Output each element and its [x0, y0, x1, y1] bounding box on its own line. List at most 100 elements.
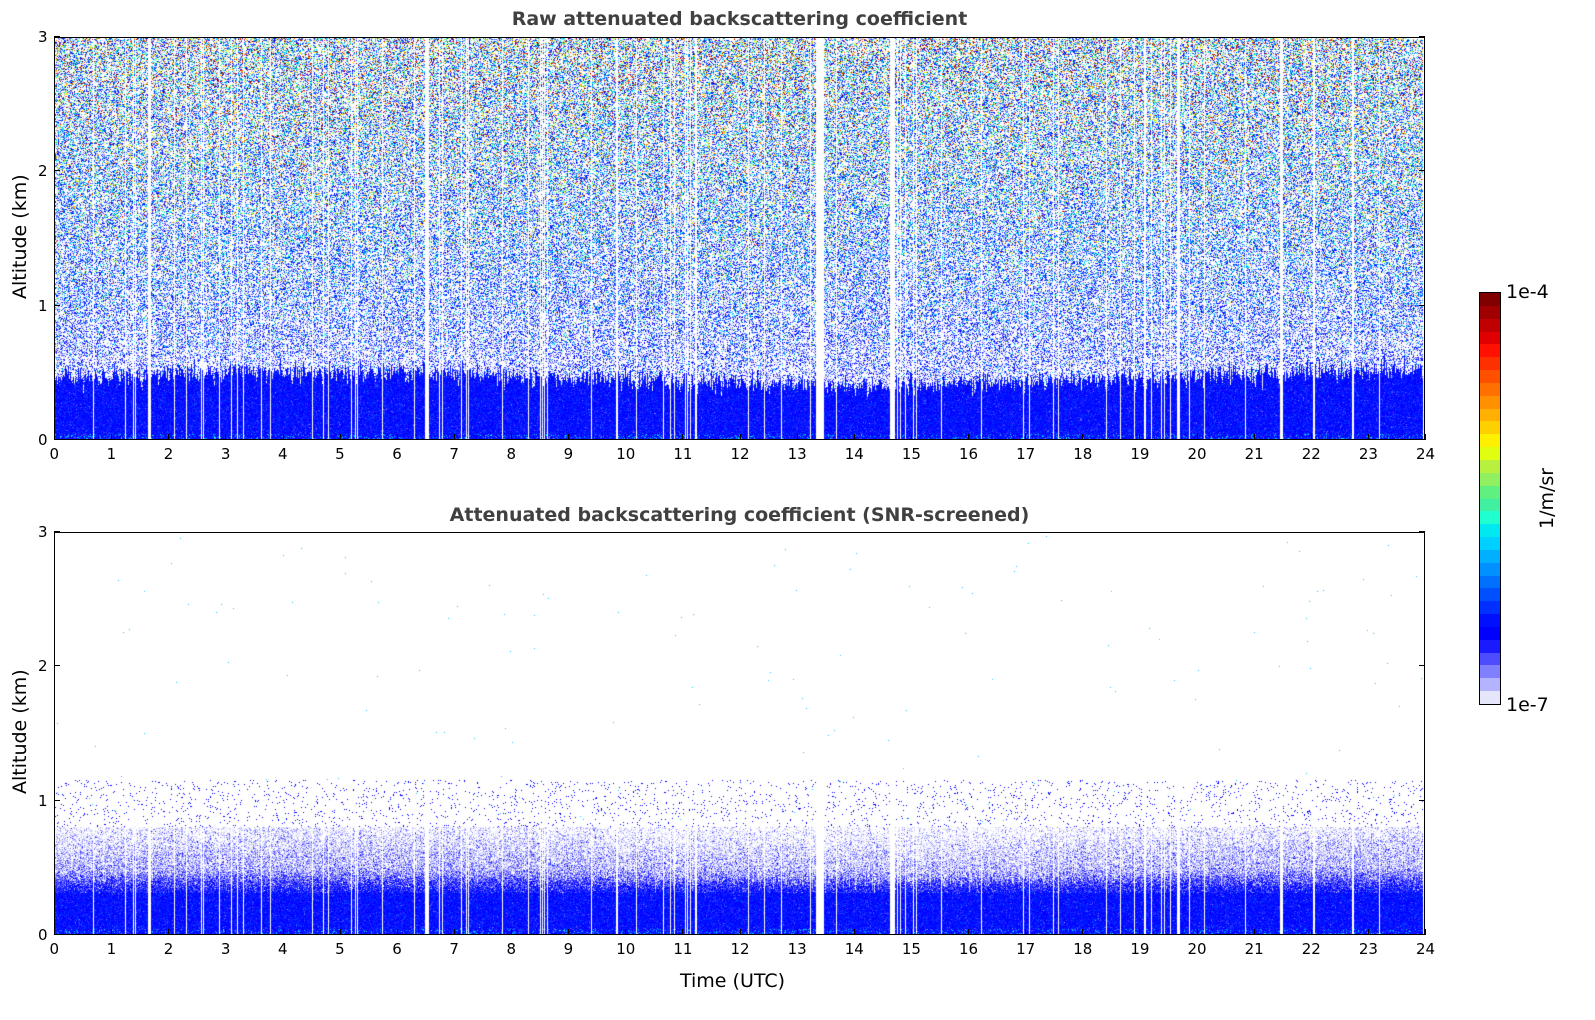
y-tick — [1419, 799, 1425, 801]
x-tick — [1310, 929, 1312, 935]
x-tick — [168, 434, 170, 440]
x-tick-label: 15 — [901, 445, 921, 463]
x-tick — [1425, 434, 1426, 440]
colorbar-unit-label: 1/m/sr — [1536, 467, 1558, 529]
colorbar-bin — [1480, 537, 1500, 550]
x-tick — [796, 434, 798, 440]
y-tick — [1419, 531, 1425, 532]
x-tick-label: 22 — [1301, 940, 1321, 958]
x-tick-label: 12 — [730, 445, 750, 463]
x-tick — [54, 434, 55, 440]
colorbar-bin — [1480, 639, 1500, 653]
x-tick-label: 0 — [49, 445, 60, 463]
y-tick — [1419, 304, 1425, 306]
x-tick — [396, 929, 398, 935]
x-tick-label: 9 — [563, 940, 574, 958]
y-tick — [1419, 934, 1425, 935]
x-tick — [225, 434, 227, 440]
bottom-chart-title: Attenuated backscattering coefficient (S… — [449, 504, 1030, 526]
x-tick — [111, 434, 113, 440]
x-tick-label: 4 — [278, 940, 288, 958]
x-tick — [1367, 434, 1369, 440]
colorbar-bin — [1480, 447, 1500, 460]
y-tick-label: 2 — [38, 162, 48, 181]
x-tick-label: 11 — [673, 940, 693, 958]
x-tick — [739, 929, 741, 935]
x-tick — [453, 929, 455, 935]
x-tick-label: 21 — [1244, 445, 1264, 463]
x-tick-label: 6 — [392, 940, 402, 958]
x-tick-label: 16 — [959, 445, 979, 463]
colorbar-min-label: 1e-7 — [1506, 694, 1549, 716]
colorbar-max-label: 1e-4 — [1506, 281, 1549, 303]
colorbar-bin — [1480, 678, 1500, 692]
x-tick — [968, 929, 969, 935]
x-tick-label: 2 — [163, 940, 174, 958]
y-tick-label: 3 — [38, 523, 48, 541]
colorbar-bin — [1480, 588, 1500, 602]
colorbar-bin — [1480, 691, 1500, 704]
x-tick — [1310, 434, 1312, 440]
x-tick — [282, 929, 284, 935]
x-tick-label: 21 — [1244, 940, 1264, 958]
x-tick-label: 5 — [335, 445, 345, 463]
x-tick — [1253, 434, 1255, 440]
x-tick — [853, 929, 855, 935]
x-tick-label: 3 — [220, 940, 231, 958]
colorbar-bin — [1480, 665, 1500, 679]
x-tick — [910, 434, 912, 440]
heatmap-cells — [55, 533, 1424, 934]
x-tick — [1139, 929, 1141, 935]
x-tick-label: 20 — [1187, 445, 1207, 463]
x-tick-label: 15 — [901, 940, 921, 958]
x-tick — [568, 929, 570, 935]
x-tick-label: 24 — [1416, 445, 1436, 463]
x-tick — [1253, 929, 1255, 935]
colorbar-bin — [1480, 498, 1500, 512]
x-tick-label: 13 — [787, 940, 807, 958]
x-tick-label: 10 — [616, 445, 636, 463]
x-tick — [796, 929, 798, 935]
colorbar-bin — [1480, 305, 1500, 319]
x-tick — [453, 434, 455, 440]
y-tick — [1419, 439, 1425, 440]
y-tick-label: 2 — [38, 657, 48, 676]
x-tick-label: 5 — [335, 940, 345, 958]
y-tick — [54, 934, 60, 935]
x-tick-label: 8 — [506, 940, 517, 958]
x-tick-label: 10 — [616, 940, 636, 958]
colorbar-bin — [1480, 331, 1500, 345]
y-tick — [1419, 170, 1425, 172]
x-tick — [1425, 929, 1426, 935]
x-tick — [282, 434, 284, 440]
x-tick — [568, 434, 570, 440]
x-tick — [1196, 929, 1198, 935]
x-tick — [739, 434, 741, 440]
x-tick-label: 9 — [563, 445, 574, 463]
x-tick-label: 1 — [106, 445, 117, 463]
colorbar-bin — [1480, 614, 1500, 627]
x-tick-label: 3 — [220, 445, 231, 463]
y-tick — [54, 531, 60, 532]
x-tick-label: 22 — [1301, 445, 1321, 463]
x-tick — [625, 434, 627, 440]
x-tick — [1196, 434, 1198, 440]
x-tick-label: 0 — [49, 940, 60, 958]
y-tick — [54, 439, 60, 440]
x-tick-label: 23 — [1358, 940, 1378, 958]
x-tick-label: 1 — [106, 940, 117, 958]
x-tick — [682, 434, 684, 440]
y-tick — [54, 799, 60, 801]
colorbar-bin — [1480, 357, 1500, 371]
raw-backscatter-heatmap — [54, 37, 1425, 440]
x-tick-label: 18 — [1073, 445, 1093, 463]
x-tick-label: 14 — [844, 445, 864, 463]
colorbar-bin — [1480, 511, 1500, 525]
x-tick — [1082, 434, 1084, 440]
x-tick — [1025, 434, 1027, 440]
x-tick-label: 6 — [392, 445, 402, 463]
y-tick — [1419, 36, 1425, 37]
colorbar-bin — [1480, 395, 1500, 409]
x-tick-label: 19 — [1130, 445, 1150, 463]
y-tick — [54, 36, 60, 37]
